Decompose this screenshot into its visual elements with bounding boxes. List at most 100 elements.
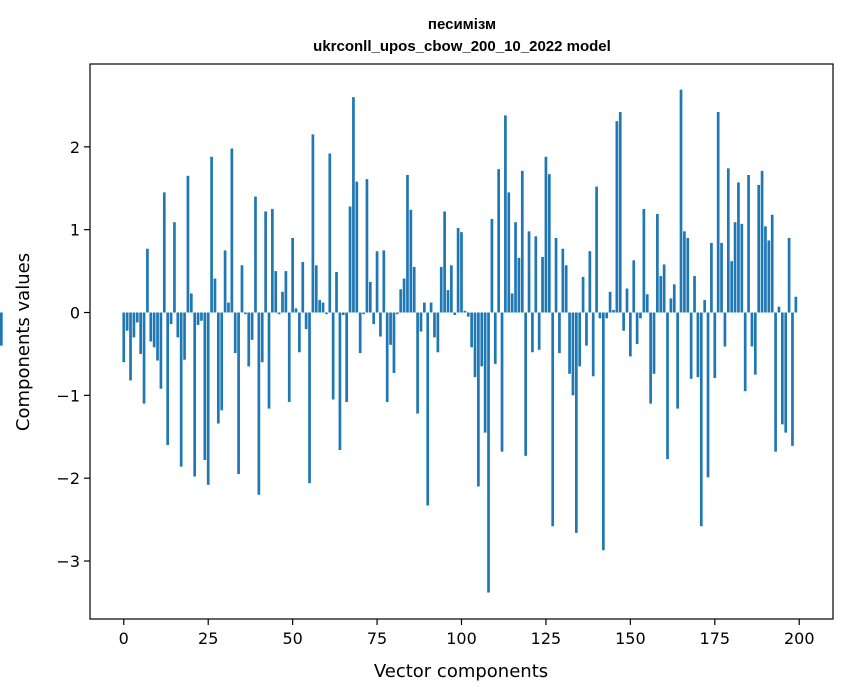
bar (666, 312, 669, 460)
bar (298, 312, 301, 353)
bar (743, 312, 747, 392)
bar (639, 312, 642, 319)
bar (527, 231, 531, 313)
bar (561, 248, 565, 313)
bar (753, 312, 757, 375)
y-tick-label: 2 (70, 138, 80, 157)
bar (446, 290, 450, 313)
bar (649, 312, 652, 404)
bar (581, 276, 585, 313)
bar (284, 271, 288, 313)
bar (460, 232, 463, 313)
bar (608, 291, 612, 313)
y-axis-ticks: −3 −2 −1 0 1 2 (56, 138, 90, 571)
x-tick-label: 125 (531, 629, 562, 648)
bar (585, 312, 588, 346)
bar (510, 293, 514, 313)
bar (429, 302, 433, 313)
bar (618, 112, 622, 313)
bar (352, 97, 355, 313)
bar (466, 312, 470, 317)
bar (139, 312, 143, 354)
x-tick-label: 100 (446, 629, 477, 648)
bar (720, 242, 723, 313)
bar (514, 222, 517, 313)
bar (632, 260, 636, 313)
bar (659, 276, 663, 313)
bar (220, 312, 224, 411)
bar (426, 312, 430, 506)
bar (578, 312, 582, 367)
bar (321, 302, 325, 313)
bar (615, 121, 619, 313)
bar (652, 312, 656, 374)
bar (335, 271, 338, 313)
bar (237, 312, 240, 475)
bar (686, 237, 690, 313)
bar (507, 192, 511, 313)
bar (149, 312, 153, 342)
bar (588, 251, 592, 313)
bar (189, 293, 193, 313)
bar (244, 312, 247, 315)
bar (162, 192, 166, 313)
bar (328, 153, 332, 313)
bar (271, 208, 274, 313)
bar (774, 312, 777, 452)
bar (338, 312, 342, 451)
bar (612, 310, 615, 313)
bar (699, 312, 703, 527)
bar (358, 312, 362, 354)
bar (169, 312, 173, 325)
bar (642, 208, 646, 313)
bar (132, 312, 136, 338)
bar (227, 302, 230, 313)
bar (558, 312, 561, 354)
bar (311, 134, 315, 313)
bar (764, 226, 767, 313)
bar (250, 312, 254, 340)
bar (740, 223, 744, 313)
bar (750, 312, 754, 347)
bar (433, 312, 436, 338)
bar (294, 308, 298, 313)
bar (537, 312, 541, 350)
x-axis-ticks: 0 25 50 75 100 125 150 175 200 (119, 619, 815, 648)
bar (791, 312, 794, 446)
bar (760, 170, 764, 313)
bar (203, 312, 207, 460)
bar (257, 312, 261, 495)
bar (534, 236, 538, 313)
bar (372, 312, 376, 325)
bar (385, 312, 389, 402)
bar (730, 261, 734, 313)
x-tick-label: 175 (700, 629, 731, 648)
bar (267, 312, 271, 409)
bar (277, 312, 281, 315)
bar (304, 312, 308, 330)
bar-series (0, 89, 798, 593)
bar (392, 312, 396, 373)
bar (406, 175, 409, 313)
bar (156, 312, 159, 361)
bar (216, 312, 220, 424)
bar (135, 312, 139, 323)
bar (483, 312, 487, 433)
bar (125, 312, 129, 331)
bar (571, 312, 575, 396)
bar (635, 312, 639, 344)
bar (233, 312, 237, 354)
chart-subtitle: ukrconll_upos_cbow_200_10_2022 model (313, 38, 611, 55)
bar (196, 312, 200, 325)
bar (301, 261, 305, 313)
bar (318, 300, 321, 313)
bar (456, 228, 460, 313)
bar (450, 265, 453, 313)
bar (439, 266, 443, 313)
bar (129, 312, 132, 381)
bar (541, 257, 544, 313)
bar (348, 206, 352, 313)
bar (142, 312, 146, 404)
